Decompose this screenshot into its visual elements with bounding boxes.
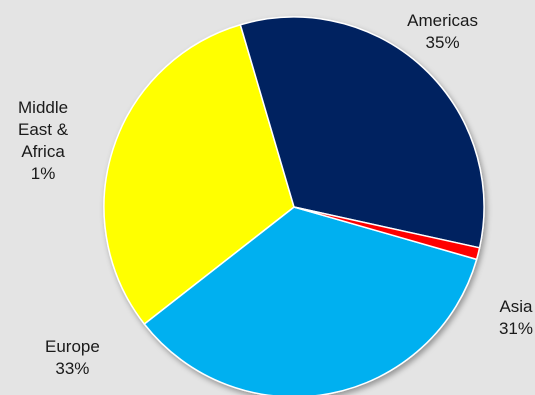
slice-label-mea-line-2: East & bbox=[18, 120, 69, 139]
slice-asia bbox=[103, 23, 295, 325]
slice-label-europe: Europe 33% bbox=[45, 336, 100, 380]
slice-label-americas-value: 35% bbox=[425, 33, 460, 52]
slice-label-americas-name: Americas bbox=[407, 11, 478, 30]
slice-middle-east-africa bbox=[293, 206, 481, 261]
slice-label-europe-value: 33% bbox=[55, 359, 90, 378]
slice-label-europe-name: Europe bbox=[45, 337, 100, 356]
slice-label-mea-line-1: Middle bbox=[18, 98, 69, 117]
slice-label-asia-value: 31% bbox=[498, 319, 533, 338]
slice-americas bbox=[143, 206, 478, 395]
slice-label-asia-name: Asia bbox=[499, 297, 533, 316]
slice-label-americas: Americas 35% bbox=[407, 10, 478, 54]
slice-label-asia: Asia 31% bbox=[499, 296, 533, 340]
slice-label-mea-value: 1% bbox=[30, 164, 56, 183]
slice-label-mea-line-3: Africa bbox=[21, 142, 65, 161]
slice-label-middle-east-africa: Middle East & Africa 1% bbox=[18, 97, 68, 185]
slice-europe bbox=[239, 16, 485, 249]
pie-slices bbox=[103, 16, 485, 395]
